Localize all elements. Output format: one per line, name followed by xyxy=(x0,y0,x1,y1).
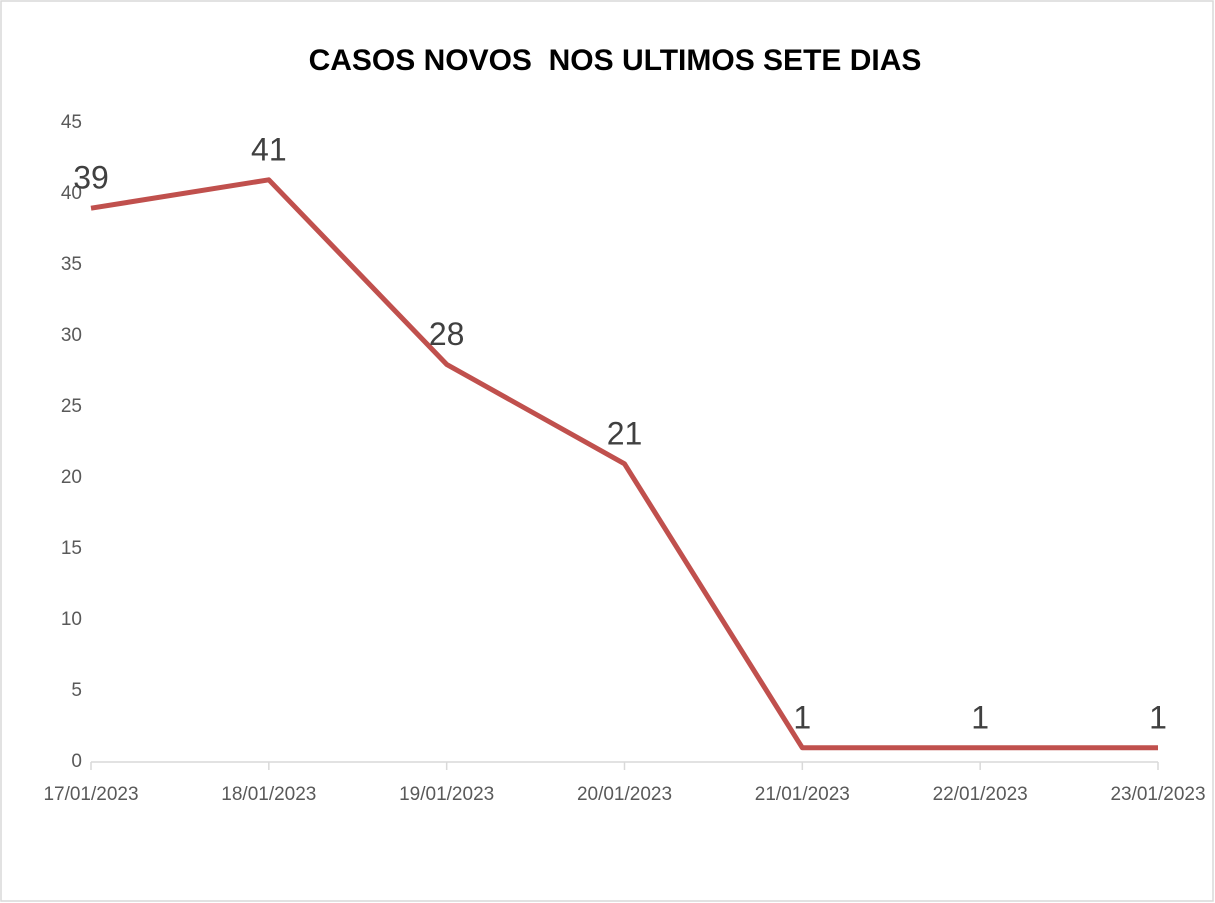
x-tick-label: 19/01/2023 xyxy=(399,784,494,805)
data-label: 39 xyxy=(73,160,109,196)
data-label: 21 xyxy=(607,415,643,451)
y-tick-label: 15 xyxy=(61,538,82,559)
y-tick-label: 0 xyxy=(71,751,82,772)
y-tick-label: 40 xyxy=(61,183,82,204)
y-tick-label: 35 xyxy=(61,254,82,275)
y-tick-label: 30 xyxy=(61,325,82,346)
data-label: 1 xyxy=(793,699,811,735)
y-tick-label: 20 xyxy=(61,467,82,488)
x-tick-label: 18/01/2023 xyxy=(221,784,316,805)
data-label: 41 xyxy=(251,131,287,167)
x-tick-label: 20/01/2023 xyxy=(577,784,672,805)
x-tick-label: 21/01/2023 xyxy=(755,784,850,805)
x-tick-label: 17/01/2023 xyxy=(43,784,138,805)
chart-title: CASOS NOVOS NOS ULTIMOS SETE DIAS xyxy=(309,44,922,77)
y-tick-label: 10 xyxy=(61,609,82,630)
x-tick-label: 22/01/2023 xyxy=(933,784,1028,805)
data-label: 1 xyxy=(971,699,989,735)
series-line xyxy=(90,177,1158,751)
y-tick-label: 25 xyxy=(61,396,82,417)
data-label: 28 xyxy=(429,316,465,352)
y-tick-label: 45 xyxy=(61,112,82,133)
y-tick-label: 5 xyxy=(71,680,82,701)
x-tick-label: 23/01/2023 xyxy=(1110,784,1205,805)
data-label: 1 xyxy=(1149,699,1167,735)
